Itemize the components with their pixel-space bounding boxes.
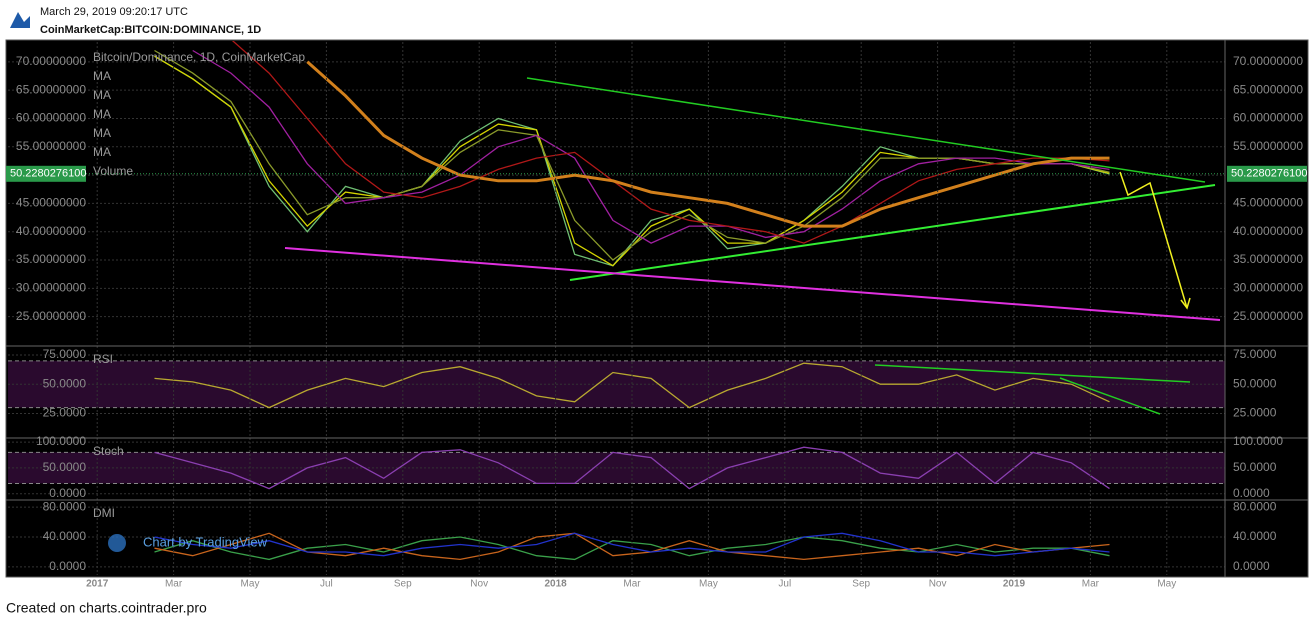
x-tick-label: Mar bbox=[165, 579, 183, 590]
footer: Created on charts.cointrader.pro bbox=[6, 600, 207, 616]
legend-entry: MA bbox=[93, 126, 111, 140]
y-tick-label: 30.00000000 bbox=[16, 281, 86, 295]
logo bbox=[10, 12, 30, 28]
pane-title: RSI bbox=[93, 352, 113, 366]
x-tick-label: May bbox=[241, 579, 260, 590]
legend-entry: MA bbox=[93, 88, 111, 102]
arrow-head bbox=[1180, 297, 1191, 310]
y-tick-label: 80.0000 bbox=[43, 499, 87, 513]
last-value-label: 50.2280276100 bbox=[10, 168, 86, 180]
trendline bbox=[284, 247, 1221, 321]
x-tick-label: 2018 bbox=[544, 579, 567, 590]
pane-title: DMI bbox=[93, 506, 115, 520]
y-tick-label: 50.0000 bbox=[43, 376, 87, 390]
y-tick-label-right: 55.00000000 bbox=[1233, 139, 1303, 153]
series-line bbox=[192, 49, 1110, 244]
chart-bg bbox=[5, 39, 1309, 578]
drawings bbox=[284, 77, 1221, 415]
x-tick-label: May bbox=[1157, 579, 1176, 590]
y-tick-label-right: 70.00000000 bbox=[1233, 54, 1303, 68]
x-tick-label: Nov bbox=[470, 579, 488, 590]
y-tick-label: 40.00000000 bbox=[16, 224, 86, 238]
series-line bbox=[231, 41, 1110, 244]
y-tick-label: 0.0000 bbox=[49, 559, 86, 573]
y-tick-label-right: 30.00000000 bbox=[1233, 281, 1303, 295]
symbol: CoinMarketCap:BITCOIN:DOMINANCE, 1D bbox=[40, 24, 261, 36]
x-tick-label: Sep bbox=[394, 579, 412, 590]
legend-entry: MA bbox=[93, 69, 111, 83]
pane-title: Bitcoin/Dominance, 1D, CoinMarketCap bbox=[93, 50, 305, 64]
y-tick-label-right: 25.0000 bbox=[1233, 406, 1277, 420]
y-tick-label-right: 80.0000 bbox=[1233, 499, 1277, 513]
timestamp: March 29, 2019 09:20:17 UTC bbox=[40, 6, 188, 18]
y-tick-label-right: 100.0000 bbox=[1233, 434, 1283, 448]
trendline bbox=[874, 364, 1191, 383]
trendline bbox=[1059, 377, 1161, 415]
x-tick-label: May bbox=[699, 579, 718, 590]
y-tick-label-right: 50.0000 bbox=[1233, 460, 1277, 474]
y-tick-label-right: 65.00000000 bbox=[1233, 82, 1303, 96]
volume-label: Volume bbox=[93, 164, 133, 178]
y-tick-label-right: 50.0000 bbox=[1233, 376, 1277, 390]
projection-arrow bbox=[1119, 171, 1188, 309]
y-tick-label-right: 45.00000000 bbox=[1233, 196, 1303, 210]
y-tick-label-right: 75.0000 bbox=[1233, 347, 1277, 361]
watermark: Chart by TradingView bbox=[108, 534, 268, 552]
y-tick-label: 60.00000000 bbox=[16, 111, 86, 125]
last-value-tag-right bbox=[1227, 165, 1307, 182]
x-tick-label: Mar bbox=[1082, 579, 1100, 590]
x-tick-label: 2017 bbox=[86, 579, 109, 590]
legend-entry: MA bbox=[93, 107, 111, 121]
y-tick-label: 45.00000000 bbox=[16, 196, 86, 210]
series-line bbox=[154, 49, 1110, 261]
y-tick-label-right: 35.00000000 bbox=[1233, 252, 1303, 266]
y-tick-label: 0.0000 bbox=[49, 486, 86, 500]
trendline bbox=[569, 184, 1216, 281]
x-tick-label: Jul bbox=[320, 579, 333, 590]
y-tick-label: 65.00000000 bbox=[16, 82, 86, 96]
y-tick-label: 75.0000 bbox=[43, 347, 87, 361]
y-tick-label: 70.00000000 bbox=[16, 54, 86, 68]
pane-title: Stoch bbox=[93, 444, 124, 458]
y-tick-label-right: 40.00000000 bbox=[1233, 224, 1303, 238]
x-tick-label: 2019 bbox=[1003, 579, 1026, 590]
last-value-label-right: 50.2280276100 bbox=[1231, 168, 1307, 180]
y-tick-label: 50.0000 bbox=[43, 460, 87, 474]
trendline bbox=[526, 77, 1206, 183]
y-tick-label: 100.0000 bbox=[36, 434, 86, 448]
legend-entry: MA bbox=[93, 145, 111, 159]
x-tick-label: Jul bbox=[778, 579, 791, 590]
y-tick-label: 55.00000000 bbox=[16, 139, 86, 153]
y-tick-label: 35.00000000 bbox=[16, 252, 86, 266]
series-line bbox=[306, 60, 1110, 228]
y-tick-label-right: 0.0000 bbox=[1233, 559, 1270, 573]
x-tick-label: Nov bbox=[929, 579, 947, 590]
plots bbox=[8, 41, 1225, 575]
y-tick-label: 40.0000 bbox=[43, 529, 87, 543]
y-tick-label: 25.0000 bbox=[43, 406, 87, 420]
last-value-tag bbox=[6, 165, 86, 182]
x-tick-label: Sep bbox=[852, 579, 870, 590]
series-line bbox=[154, 532, 1110, 557]
y-tick-label-right: 25.00000000 bbox=[1233, 309, 1303, 323]
y-tick-label: 25.00000000 bbox=[16, 309, 86, 323]
x-tick-label: Mar bbox=[623, 579, 641, 590]
watermark-text: Chart by TradingView bbox=[143, 534, 268, 549]
y-tick-label-right: 0.0000 bbox=[1233, 486, 1270, 500]
y-tick-label-right: 40.0000 bbox=[1233, 529, 1277, 543]
y-tick-label-right: 60.00000000 bbox=[1233, 111, 1303, 125]
